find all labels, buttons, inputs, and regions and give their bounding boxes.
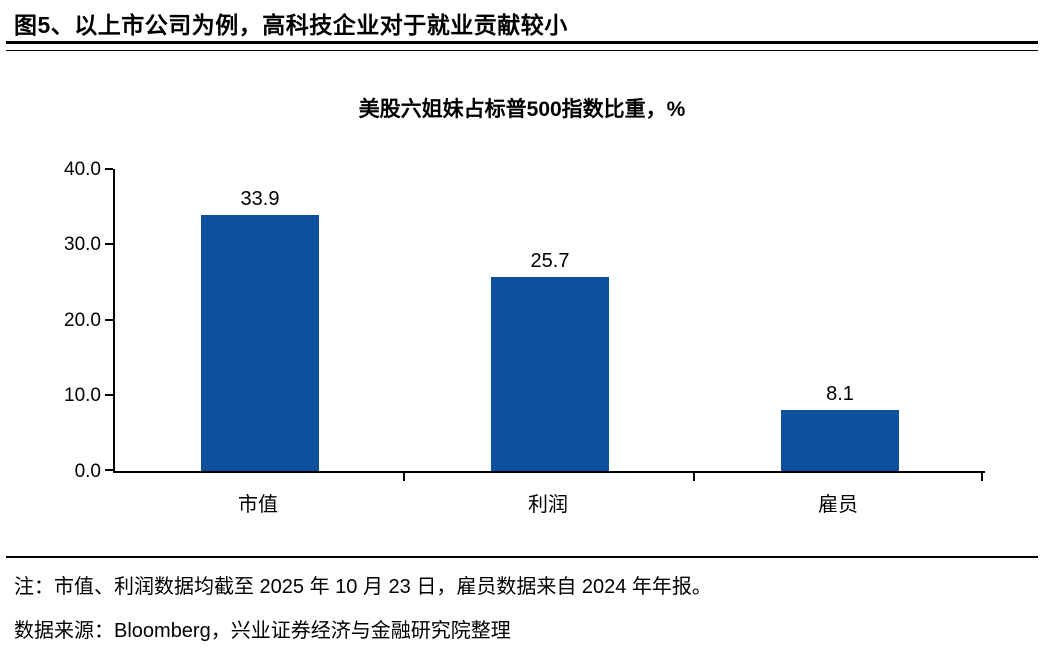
x-axis-category-label: 利润 (528, 494, 568, 516)
y-axis-tick (105, 394, 113, 396)
bar-value-label: 33.9 (240, 188, 280, 211)
y-axis-tick (105, 243, 113, 245)
bars-container: 33.9 25.7 8.1 (115, 169, 985, 471)
bar-group: 25.7 (405, 169, 695, 471)
y-axis-tick-label: 0.0 (74, 461, 101, 482)
plot-area: 40.0 30.0 20.0 10.0 0.0 33.9 25.7 8.1 (64, 160, 985, 481)
data-source: 数据来源：Bloomberg，兴业证券经济与金融研究院整理 (14, 620, 511, 642)
figure-note: 注：市值、利润数据均截至 2025 年 10 月 23 日，雇员数据来自 202… (14, 576, 712, 598)
x-axis-tick (403, 473, 405, 481)
title-divider-thick (6, 41, 1038, 44)
y-axis-tick (105, 319, 113, 321)
bar-value-label: 25.7 (530, 249, 570, 272)
y-axis-tick (105, 469, 113, 471)
figure-title: 图5、以上市公司为例，高科技企业对于就业贡献较小 (14, 12, 568, 38)
bar (491, 276, 609, 471)
y-axis-tick-label: 30.0 (64, 234, 101, 255)
x-axis-category-label: 雇员 (818, 494, 858, 516)
y-axis-tick-label: 10.0 (64, 385, 101, 406)
bar (781, 409, 899, 471)
bar-value-label: 8.1 (826, 382, 854, 405)
x-axis-tick (693, 473, 695, 481)
x-axis-tick (981, 473, 983, 481)
y-axis-tick (105, 168, 113, 170)
bar-group: 33.9 (115, 169, 405, 471)
bar (201, 215, 319, 471)
chart-title: 美股六姐妹占标普500指数比重，% (358, 98, 686, 121)
y-axis-tick-label: 40.0 (64, 159, 101, 180)
x-axis-category-label: 市值 (238, 494, 278, 516)
y-axis-tick-label: 20.0 (64, 310, 101, 331)
footer-divider (6, 556, 1038, 558)
x-axis-labels: 市值 利润 雇员 (113, 488, 983, 517)
title-divider-thin (6, 50, 1038, 51)
bar-group: 8.1 (695, 169, 985, 471)
